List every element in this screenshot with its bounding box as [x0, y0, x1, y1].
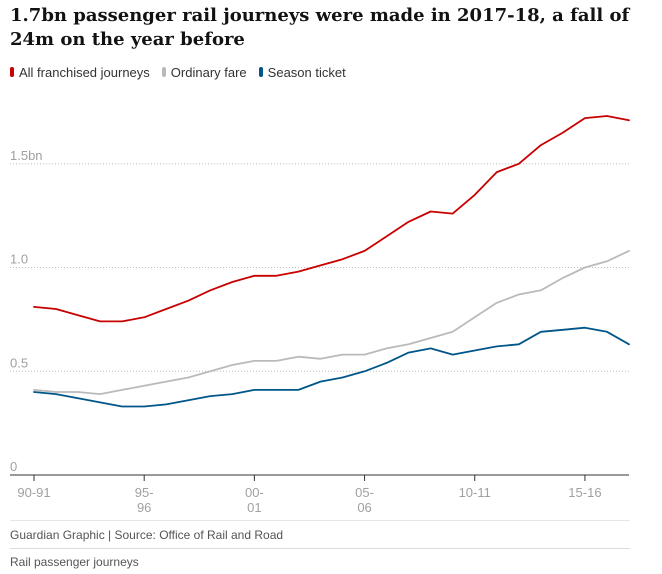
legend-item-season-ticket: Season ticket — [258, 64, 346, 80]
x-tick-label: 05-06 — [355, 485, 374, 515]
legend-label-ordinary-fare: Ordinary fare — [170, 64, 247, 80]
footer-divider — [10, 548, 630, 549]
series-lines — [33, 115, 630, 408]
legend-label-all-franchised: All franchised journeys — [19, 64, 150, 80]
x-tick-label: 90-91 — [17, 485, 50, 500]
y-tick-label: 0.5 — [10, 355, 28, 370]
legend-swatch-all-franchised — [10, 67, 14, 77]
gridlines: 0 0.5 1.0 1.5bn — [10, 148, 629, 474]
legend-item-ordinary-fare: Ordinary fare — [161, 64, 247, 80]
legend-swatch-season-ticket — [258, 67, 263, 77]
y-tick-label: 0 — [10, 459, 17, 474]
y-tick-label: 1.5bn — [10, 148, 43, 163]
x-tick-label: 15-16 — [568, 485, 601, 500]
legend-item-all-franchised: All franchised journeys — [10, 65, 150, 80]
legend-label-season-ticket: Season ticket — [267, 64, 346, 80]
x-tick-label: 95-96 — [135, 485, 154, 515]
footer-divider-top — [10, 520, 630, 521]
legend-swatch-ordinary-fare — [161, 67, 166, 77]
x-axis: 90-91 95-96 00-01 05-06 10-11 15-16 — [10, 474, 629, 515]
chart-title: 1.7bn passenger rail journeys were made … — [10, 5, 630, 50]
series-line-ordinary-fare — [33, 249, 630, 396]
series-line-all-franchised-journeys — [33, 115, 630, 323]
source-note: Guardian Graphic | Source: Office of Rai… — [10, 528, 284, 542]
x-tick-label: 00-01 — [245, 485, 264, 515]
chart-caption: Rail passenger journeys — [10, 555, 139, 569]
chart-legend: All franchised journeys Ordinary fare Se… — [10, 63, 346, 81]
y-tick-label: 1.0 — [10, 252, 28, 267]
x-tick-label: 10-11 — [459, 485, 491, 500]
series-line-season-ticket — [33, 326, 630, 408]
